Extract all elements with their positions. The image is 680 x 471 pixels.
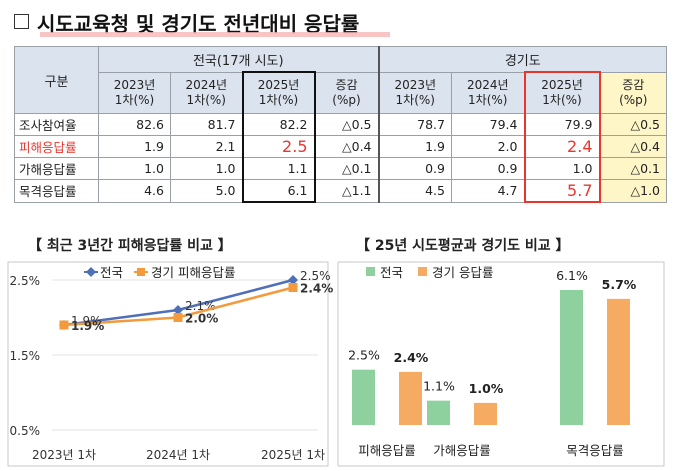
col-header: 증감 (%p)	[598, 71, 668, 114]
data-label: 1.9%	[71, 319, 104, 333]
bar-data-label: 1.0%	[469, 381, 504, 396]
table-cell: 0.9	[377, 157, 452, 180]
table-row: 조사참여율 82.6 81.7 82.2 △0.5 78.7 79.4 79.9 △0.5	[14, 113, 668, 136]
checkbox-square-icon	[14, 14, 29, 29]
table-cell: 6.1	[241, 179, 316, 203]
table-cell: 5.7	[523, 179, 601, 203]
bar-data-label: 1.1%	[423, 379, 455, 394]
x-category-label: 피해응답률	[358, 443, 416, 458]
legend-label-gyeonggi: 경기 응답률	[432, 265, 493, 280]
table-row: 목격응답률 4.6 5.0 6.1 △1.1 4.5 4.7 5.7 △1.0	[14, 179, 668, 203]
highlight-value: 5.7	[567, 181, 593, 200]
table-cell: 0.9	[451, 157, 525, 180]
group-gyeonggi: 경기도	[377, 46, 668, 73]
highlight-value: 2.5	[282, 137, 308, 156]
y-tick-label: 2.5%	[10, 274, 41, 288]
data-point	[288, 275, 298, 285]
bar	[427, 400, 450, 425]
bar	[607, 298, 630, 425]
legend-label-national: 전국	[100, 265, 123, 280]
col-header: 2023년 1차(%)	[377, 71, 452, 114]
data-label: 2.4%	[300, 282, 333, 296]
data-label: 2.0%	[185, 312, 218, 326]
highlight-value: 2.4	[567, 137, 593, 156]
legend-swatch-gyeonggi	[418, 267, 427, 276]
table-cell: 4.5	[377, 179, 452, 203]
table-cell: 1.0	[98, 157, 171, 180]
table-cell: 1.1	[241, 157, 316, 180]
stats-table: 구분 전국(17개 시도) 경기도 2023년 1차(%) 2024년 1차(%) 20…	[14, 46, 668, 203]
col-header: 2024년 1차(%)	[451, 71, 525, 114]
line-chart-frame	[7, 261, 329, 467]
line-chart-title: 【 최근 3년간 피해응답률 비교 】	[28, 238, 232, 254]
legend-marker-national	[86, 267, 96, 277]
x-tick-label: 2023년 1차	[32, 448, 96, 462]
table-corner: 구분	[14, 46, 99, 114]
title-highlight	[40, 32, 390, 37]
col-header: 2025년 1차(%)	[523, 71, 601, 114]
bar	[399, 371, 422, 425]
data-point	[173, 305, 183, 315]
data-point	[288, 283, 298, 292]
y-tick-label: 0.5%	[10, 424, 41, 438]
col-header: 증감 (%p)	[314, 71, 379, 114]
table-cell: 2.4	[523, 135, 601, 158]
col-header: 2024년 1차(%)	[170, 71, 243, 114]
legend-marker-gyeonggi	[137, 268, 145, 276]
table-cell: △0.1	[598, 157, 668, 180]
row-label: 조사참여율	[14, 113, 99, 136]
legend-label-national: 전국	[380, 265, 403, 280]
y-tick-label: 1.5%	[10, 349, 41, 363]
col-header: 2025년 1차(%)	[241, 71, 316, 114]
bar	[474, 402, 497, 425]
table-cell: 79.9	[523, 113, 601, 136]
bar-chart-title: 【 25년 시도평균과 경기도 비교 】	[356, 238, 570, 254]
table-cell: 5.0	[170, 179, 243, 203]
data-point	[173, 313, 183, 322]
table-row: 가해응답률 1.0 1.0 1.1 △0.1 0.9 0.9 1.0 △0.1	[14, 157, 668, 180]
bar-chart-frame	[337, 261, 665, 467]
bar	[352, 369, 375, 425]
x-category-label: 가해응답률	[433, 443, 491, 458]
bar-data-label: 5.7%	[602, 277, 637, 292]
table-cell: 1.9	[98, 135, 171, 158]
bar-data-label: 2.5%	[348, 348, 380, 363]
legend-swatch-national	[366, 267, 375, 276]
row-label: 목격응답률	[14, 179, 99, 203]
x-category-label: 목격응답률	[566, 443, 624, 458]
legend-label-gyeonggi: 경기 피해응답률	[151, 265, 235, 280]
x-tick-label: 2025년 1차	[261, 448, 325, 462]
table-cell: 1.0	[170, 157, 243, 180]
table-cell: △0.4	[598, 135, 668, 158]
col-header: 2023년 1차(%)	[98, 71, 171, 114]
bar-data-label: 6.1%	[556, 268, 588, 283]
table-cell: △0.5	[598, 113, 668, 136]
bar	[560, 290, 583, 425]
table-cell: 81.7	[170, 113, 243, 136]
data-point	[59, 320, 69, 330]
table-cell: 4.7	[451, 179, 525, 203]
table-cell: △1.0	[598, 179, 668, 203]
data-label: 2.5%	[300, 269, 331, 283]
bar-data-label: 2.4%	[394, 350, 429, 365]
table-cell: 1.0	[523, 157, 601, 180]
x-tick-label: 2024년 1차	[146, 448, 210, 462]
